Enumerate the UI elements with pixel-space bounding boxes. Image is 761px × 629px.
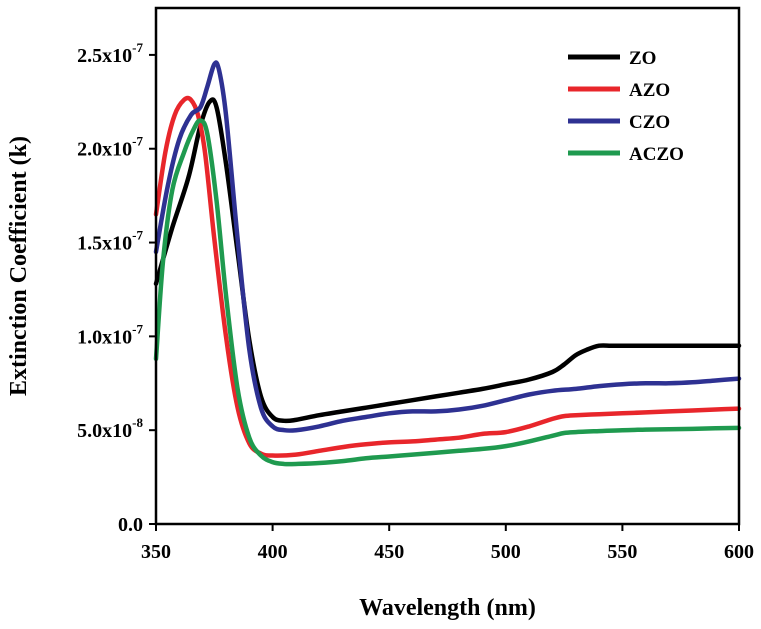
plot-lines — [153, 60, 742, 467]
y-tick-label: 5.0x10-8 — [77, 415, 143, 442]
y-tick-label: 2.5x10-7 — [77, 40, 143, 67]
series-line-aczo — [153, 118, 742, 467]
series-line-czo — [153, 60, 742, 433]
legend-label-aczo: ACZO — [629, 144, 684, 165]
x-axis-title: Wavelength (nm) — [359, 595, 536, 621]
y-tick-label: 1.5x10-7 — [77, 228, 143, 255]
y-tick-label: 0.0 — [118, 514, 143, 536]
legend-label-azo: AZO — [629, 80, 670, 101]
x-tick-label: 350 — [141, 541, 171, 563]
x-tick-label: 450 — [374, 541, 404, 563]
x-tick-label: 400 — [258, 541, 288, 563]
x-tick-label: 500 — [491, 541, 521, 563]
x-tick-label: 550 — [607, 541, 637, 563]
plot-frame — [154, 6, 741, 526]
series-line-azo — [153, 95, 742, 458]
legend: ZO AZO CZO ACZO — [568, 48, 684, 165]
y-axis-ticks: 0.0 5.0x10-8 1.0x10-7 1.5x10-7 2.0x10-7 2.5x1… — [77, 40, 156, 536]
y-axis-title: Extinction Coefficient (k) — [6, 136, 32, 396]
x-tick-label: 600 — [724, 541, 754, 563]
y-tick-label: 1.0x10-7 — [77, 321, 143, 348]
legend-label-zo: ZO — [629, 48, 656, 69]
legend-label-czo: CZO — [629, 112, 670, 133]
x-axis-ticks: 350 400 450 500 550 600 — [141, 524, 754, 563]
series-line-zo — [153, 97, 742, 424]
y-tick-label: 2.0x10-7 — [77, 134, 143, 161]
